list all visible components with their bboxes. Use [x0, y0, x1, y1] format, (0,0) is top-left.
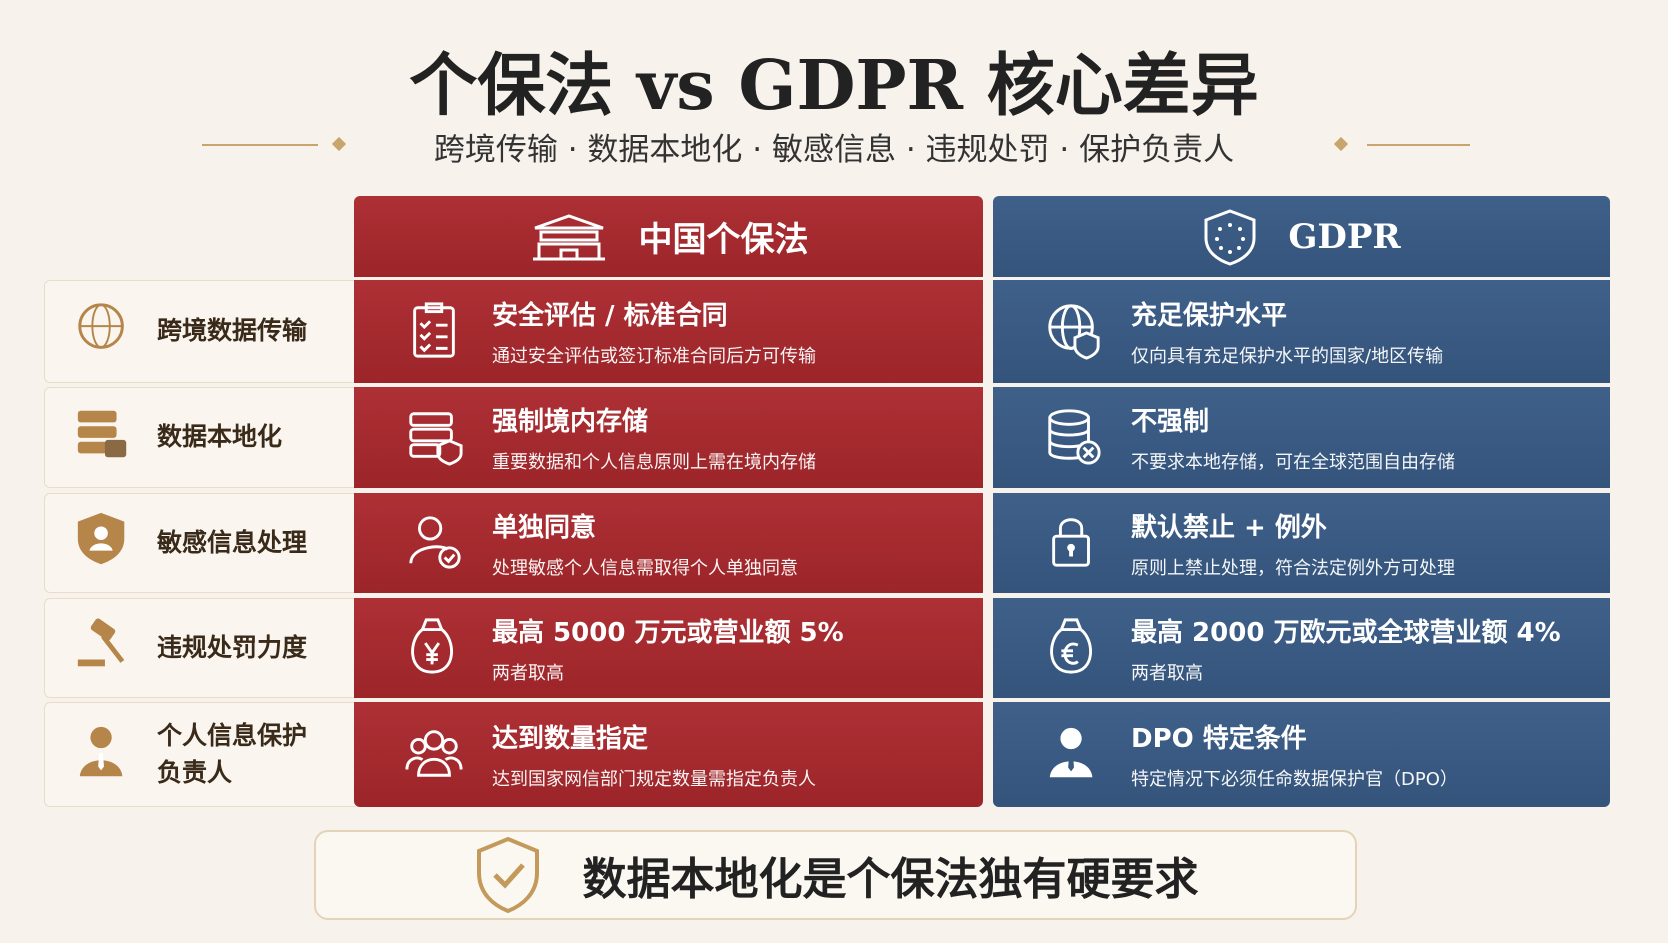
shield-icon: [476, 836, 539, 914]
cell-desc: 特定情况下必须任命数据保护官（DPO）: [1131, 769, 1458, 790]
cell-text: 最高 5000 万元或营业额 5% 两者取高: [492, 612, 844, 685]
icon: [404, 723, 464, 787]
icon-graphic: [78, 302, 124, 349]
cell-desc: 通过安全评估或签订标准合同后方可传输: [492, 346, 816, 367]
china-cell: 达到数量指定达到国家网信部门规定数量需指定负责人: [354, 702, 983, 807]
icon-graphic: [1048, 303, 1100, 360]
cell-text: DPO 特定条件特定情况下必须任命数据保护官（DPO）: [1131, 718, 1458, 791]
icon: [1043, 616, 1103, 680]
icon: [404, 511, 464, 575]
icon: [73, 405, 133, 471]
icon-graphic: [77, 410, 127, 457]
cell-title: DPO 特定条件: [1131, 724, 1307, 754]
icon-graphic: [1050, 618, 1093, 674]
icon: [404, 300, 464, 364]
icon-graphic: [77, 618, 125, 667]
row-label: 敏感信息处理: [44, 493, 356, 593]
cell-desc: 重要数据和个人信息原则上需在境内存储: [492, 452, 816, 473]
icon-graphic: [409, 411, 463, 466]
icon-graphic: [409, 516, 461, 569]
cell-title: 充足保护水平: [1131, 301, 1288, 331]
icon: [73, 510, 133, 576]
icon: [1043, 406, 1103, 470]
icon: [1043, 300, 1103, 364]
row-label: 个人信息保护负责人: [44, 702, 356, 807]
column-title: 中国个保法: [638, 220, 809, 260]
gdpr-cell: 最高 2000 万欧元或全球营业额 4% 两者取高: [993, 598, 1610, 698]
label-text: 敏感信息处理: [157, 527, 308, 557]
china-cell: 强制境内存储重要数据和个人信息原则上需在境内存储: [354, 387, 983, 488]
cell-text: 单独同意处理敏感个人信息需取得个人单独同意: [492, 507, 798, 580]
cell-desc: 两者取高: [492, 662, 564, 684]
china-cell: 安全评估 / 标准合同通过安全评估或签订标准合同后方可传输: [354, 280, 983, 383]
cell-text: 达到数量指定达到国家网信部门规定数量需指定负责人: [492, 718, 816, 791]
label-text: 个人信息保护负责人: [157, 721, 308, 787]
icon: [532, 213, 605, 260]
icon-graphic: [77, 512, 125, 565]
cell-desc: 仅向具有充足保护水平的国家/地区传输: [1131, 346, 1444, 367]
gdpr-header: GDPR: [993, 196, 1610, 277]
cell-text: 强制境内存储重要数据和个人信息原则上需在境内存储: [492, 401, 816, 474]
cell-title: 默认禁止 + 例外: [1131, 512, 1327, 543]
gdpr-cell: 默认禁止 + 例外原则上禁止处理，符合法定例外方可处理: [993, 493, 1610, 593]
icon: [404, 406, 464, 470]
cell-title: 强制境内存储: [492, 407, 649, 437]
row-label: 违规处罚力度: [44, 598, 356, 698]
gdpr-cell: DPO 特定条件特定情况下必须任命数据保护官（DPO）: [993, 702, 1610, 807]
cell-desc: 达到国家网信部门规定数量需指定负责人: [492, 769, 816, 790]
cell-text: 默认禁止 + 例外原则上禁止处理，符合法定例外方可处理: [1131, 507, 1455, 580]
icon: [1043, 511, 1103, 575]
cell-desc: 不要求本地存储，可在全球范围自由存储: [1131, 452, 1455, 473]
subtitle-ornaments: [202, 136, 1470, 152]
cell-desc: 两者取高: [1131, 662, 1203, 684]
icon: [73, 722, 133, 788]
cell-text: 不强制不要求本地存储，可在全球范围自由存储: [1131, 401, 1455, 474]
gdpr-cell: 不强制不要求本地存储，可在全球范围自由存储: [993, 387, 1610, 488]
icon: [404, 616, 464, 680]
china-cell: 最高 5000 万元或营业额 5% 两者取高: [354, 598, 983, 698]
icon-graphic: [411, 618, 454, 674]
icon-graphic: [79, 726, 123, 776]
cell-text: 最高 2000 万欧元或全球营业额 4% 两者取高: [1131, 612, 1561, 685]
cell-text: 安全评估 / 标准合同通过安全评估或签订标准合同后方可传输: [492, 295, 816, 368]
row-label: 数据本地化: [44, 387, 356, 488]
icon: [1204, 208, 1256, 266]
label-text: 跨境数据传输: [157, 316, 308, 346]
cell-title: 最高 2000 万欧元或全球营业额 4%: [1131, 617, 1561, 648]
china-cell: 单独同意处理敏感个人信息需取得个人单独同意: [354, 493, 983, 593]
cell-title: 最高 5000 万元或营业额 5%: [492, 617, 844, 648]
icon: [1043, 723, 1103, 787]
cell-title: 安全评估 / 标准合同: [492, 301, 728, 331]
icon-graphic: [1052, 518, 1090, 567]
icon: [73, 615, 133, 681]
cell-text: 充足保护水平仅向具有充足保护水平的国家/地区传输: [1131, 295, 1443, 368]
cell-title: 达到数量指定: [492, 724, 649, 754]
footer: 数据本地化是个保法独有硬要求: [314, 830, 1357, 920]
cell-desc: 处理敏感个人信息需取得个人单独同意: [492, 557, 798, 579]
subtitle: 跨境传输 · 数据本地化 · 敏感信息 · 违规处罚 · 保护负责人: [433, 132, 1235, 168]
cell-desc: 原则上禁止处理，符合法定例外方可处理: [1131, 557, 1455, 579]
label-text: 违规处罚力度: [157, 632, 308, 662]
label-text: 数据本地化: [157, 422, 283, 452]
title: 个保法 vs GDPR 核心差异: [409, 46, 1259, 126]
gdpr-cell: 充足保护水平仅向具有充足保护水平的国家/地区传输: [993, 280, 1610, 383]
china-header: 中国个保法: [354, 196, 983, 277]
icon: [73, 299, 133, 365]
row-label: 跨境数据传输: [44, 280, 356, 383]
icon-graphic: [413, 301, 455, 358]
icon-graphic: [1048, 408, 1101, 465]
footer-text: 数据本地化是个保法独有硬要求: [582, 854, 1199, 905]
icon-graphic: [405, 729, 463, 777]
icon-graphic: [1049, 727, 1093, 777]
cell-title: 单独同意: [492, 512, 597, 543]
cell-title: 不强制: [1131, 407, 1210, 437]
column-title: GDPR: [1288, 216, 1401, 257]
